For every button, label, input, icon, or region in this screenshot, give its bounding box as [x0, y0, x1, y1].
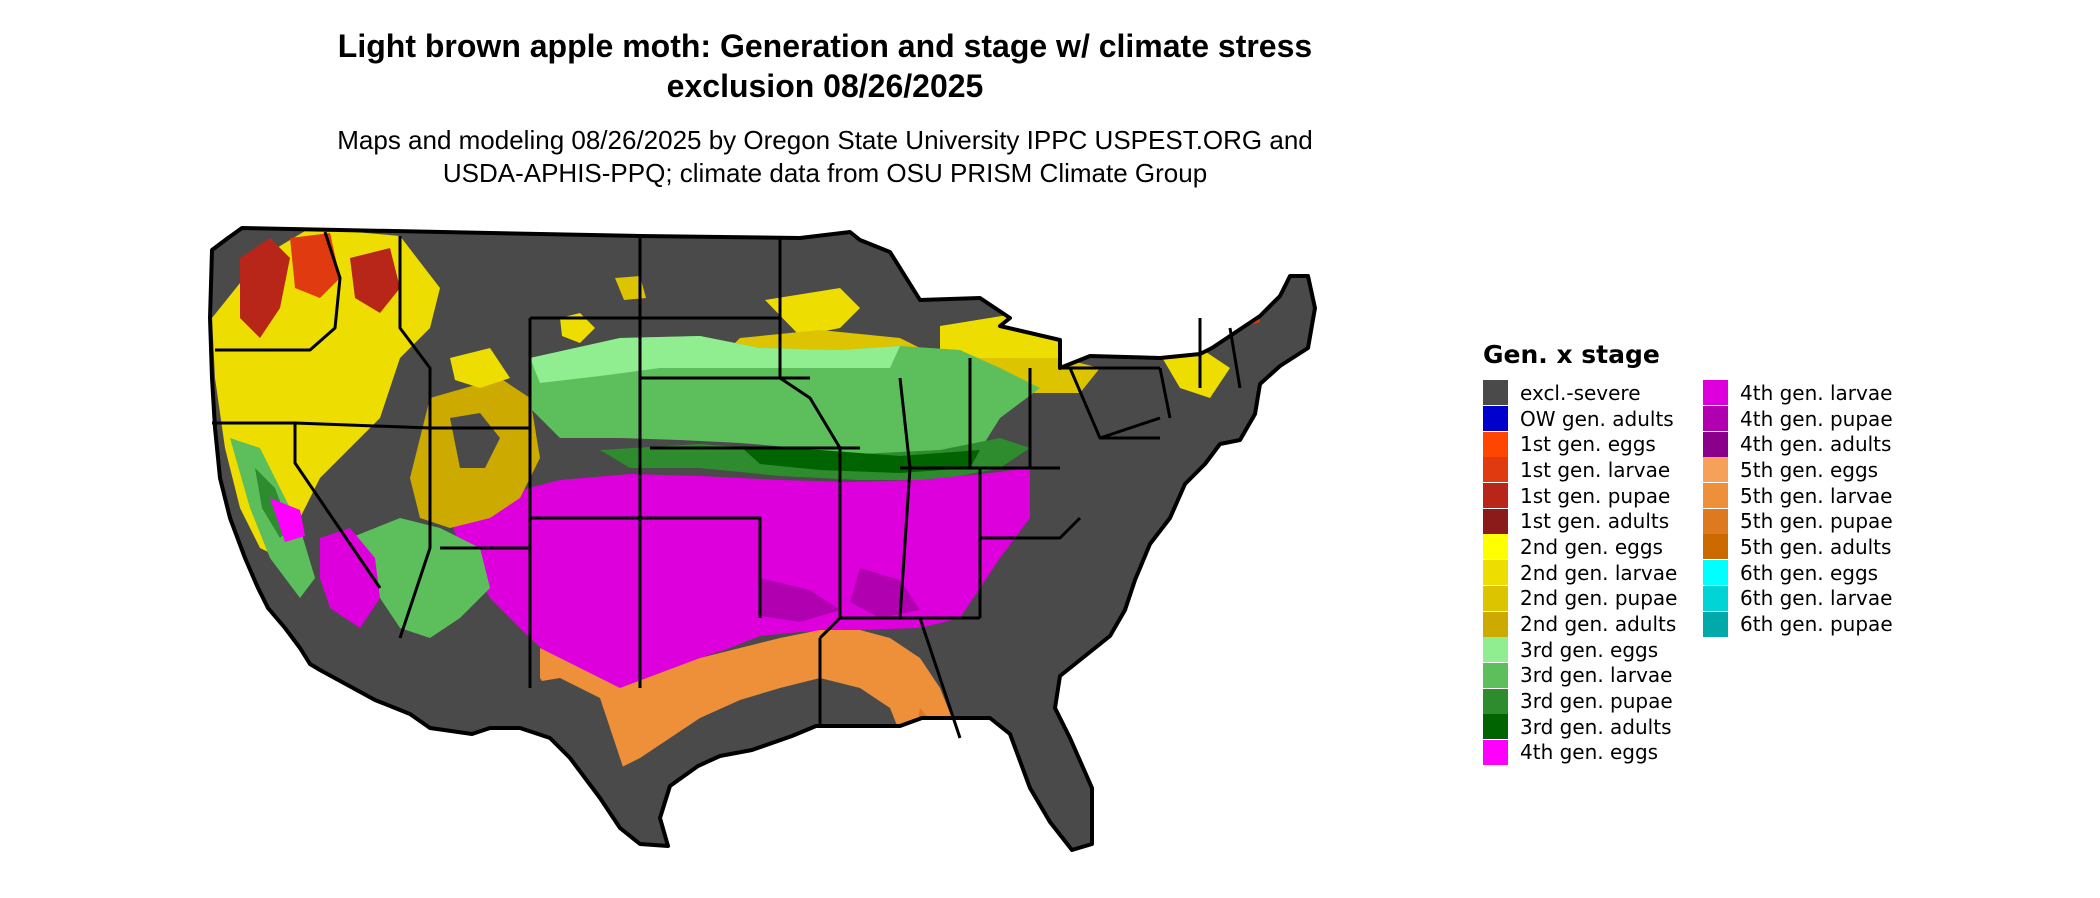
legend-item: 1st gen. eggs	[1483, 431, 1677, 457]
legend-swatch	[1483, 585, 1508, 611]
legend-label: 3rd gen. larvae	[1520, 663, 1673, 688]
legend-item: 5th gen. larvae	[1703, 483, 1893, 509]
legend-item: 4th gen. adults	[1703, 431, 1893, 457]
legend-item: 3rd gen. pupae	[1483, 688, 1677, 714]
legend-column-2: 4th gen. larvae 4th gen. pupae 4th gen. ad…	[1703, 380, 1893, 637]
legend-item: 1st gen. larvae	[1483, 457, 1677, 483]
legend-swatch	[1483, 637, 1508, 663]
legend-label: 1st gen. pupae	[1520, 483, 1671, 508]
legend-label: 2nd gen. eggs	[1520, 534, 1663, 559]
legend-label: OW gen. adults	[1520, 406, 1674, 431]
legend-swatch	[1483, 688, 1508, 714]
legend-label: 5th gen. pupae	[1740, 509, 1893, 534]
legend-label: 1st gen. eggs	[1520, 432, 1656, 457]
legend-swatch	[1483, 380, 1508, 406]
map-title-line2: exclusion 08/26/2025	[666, 68, 984, 104]
legend-title: Gen. x stage	[1483, 340, 1660, 369]
legend-label: 4th gen. pupae	[1740, 406, 1893, 431]
legend-label: 2nd gen. pupae	[1520, 586, 1678, 611]
legend-item: 3rd gen. eggs	[1483, 637, 1677, 663]
legend-swatch	[1483, 534, 1508, 560]
legend-swatch	[1703, 483, 1728, 509]
legend-item: 4th gen. pupae	[1703, 406, 1893, 432]
legend-label: 6th gen. pupae	[1740, 612, 1893, 637]
legend-item: 5th gen. pupae	[1703, 508, 1893, 534]
legend-label: 3rd gen. adults	[1520, 714, 1672, 739]
legend-label: 2nd gen. adults	[1520, 612, 1677, 637]
legend-swatch	[1703, 380, 1728, 406]
legend-swatch	[1703, 457, 1728, 483]
legend-swatch	[1483, 611, 1508, 637]
legend-item: excl.-severe	[1483, 380, 1677, 406]
legend-label: 1st gen. larvae	[1520, 457, 1671, 482]
legend-swatch	[1483, 662, 1508, 688]
legend-label: 5th gen. eggs	[1740, 457, 1879, 482]
legend-swatch	[1703, 508, 1728, 534]
legend-label: 4th gen. adults	[1740, 432, 1892, 457]
legend-item: 3rd gen. adults	[1483, 714, 1677, 740]
legend-label: 6th gen. larvae	[1740, 586, 1893, 611]
legend-swatch	[1483, 431, 1508, 457]
legend-item: 5th gen. adults	[1703, 534, 1893, 560]
legend-item: OW gen. adults	[1483, 406, 1677, 432]
legend-label: 3rd gen. pupae	[1520, 689, 1673, 714]
legend-label: 1st gen. adults	[1520, 509, 1670, 534]
legend-label: 4th gen. larvae	[1740, 380, 1893, 405]
legend-swatch	[1483, 483, 1508, 509]
legend-label: 3rd gen. eggs	[1520, 637, 1659, 662]
legend-label: 6th gen. eggs	[1740, 560, 1879, 585]
legend-item: 6th gen. pupae	[1703, 611, 1893, 637]
legend-swatch	[1703, 431, 1728, 457]
legend-item: 2nd gen. larvae	[1483, 560, 1677, 586]
legend-swatch	[1483, 560, 1508, 586]
legend-item: 1st gen. pupae	[1483, 483, 1677, 509]
legend-label: 5th gen. adults	[1740, 534, 1892, 559]
legend-label: 2nd gen. larvae	[1520, 560, 1678, 585]
legend-item: 4th gen. larvae	[1703, 380, 1893, 406]
legend-label: 5th gen. larvae	[1740, 483, 1893, 508]
legend-swatch	[1483, 406, 1508, 432]
legend-item: 4th gen. eggs	[1483, 739, 1677, 766]
legend-item: 6th gen. larvae	[1703, 585, 1893, 612]
legend-item: 5th gen. eggs	[1703, 457, 1893, 483]
legend-swatch	[1703, 534, 1728, 560]
map-subtitle-line1: Maps and modeling 08/26/2025 by Oregon S…	[337, 125, 1313, 155]
legend-swatch	[1483, 508, 1508, 534]
map-title-line1: Light brown apple moth: Generation and s…	[337, 28, 1313, 64]
legend-label: 4th gen. eggs	[1520, 740, 1659, 765]
legend-item: 1st gen. adults	[1483, 508, 1677, 534]
legend-item: 2nd gen. pupae	[1483, 585, 1678, 612]
legend-swatch	[1703, 611, 1728, 637]
legend-swatch	[1483, 457, 1508, 483]
legend-item: 3rd gen. larvae	[1483, 662, 1677, 689]
legend-item: 2nd gen. eggs	[1483, 534, 1677, 560]
legend-swatch	[1483, 714, 1508, 740]
map-subtitle-line2: USDA-APHIS-PPQ; climate data from OSU PR…	[442, 158, 1208, 188]
legend-item: 6th gen. eggs	[1703, 560, 1893, 586]
legend-swatch	[1483, 739, 1508, 765]
us-phenology-map	[208, 226, 1317, 852]
legend-label: excl.-severe	[1520, 380, 1641, 405]
legend-swatch	[1703, 406, 1728, 432]
legend-swatch	[1703, 560, 1728, 586]
legend-column-1: excl.-severe OW gen. adults 1st gen. eggs 1…	[1483, 380, 1677, 765]
legend-swatch	[1703, 585, 1728, 611]
legend-item: 2nd gen. adults	[1483, 611, 1677, 637]
